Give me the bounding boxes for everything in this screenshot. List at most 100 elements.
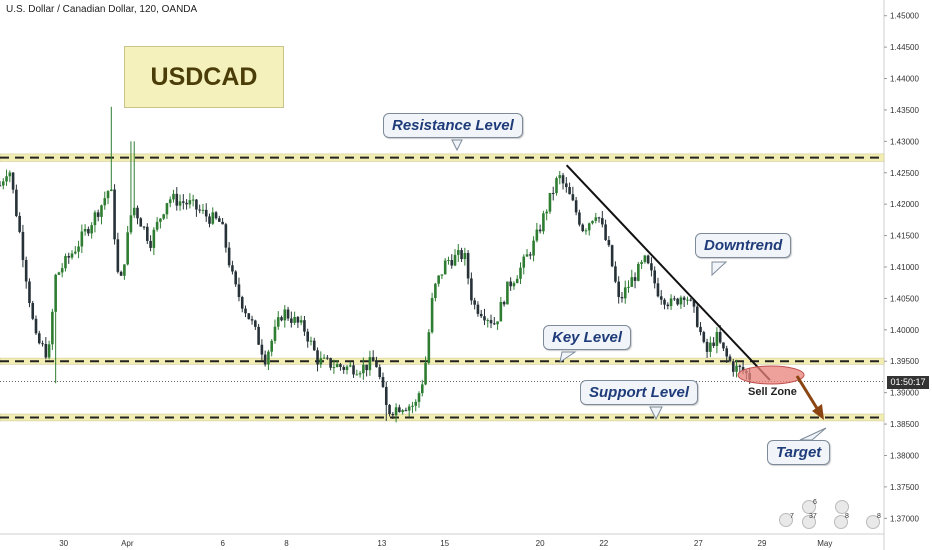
candle-body — [191, 199, 195, 201]
candle-body — [290, 318, 293, 323]
candle-body — [551, 192, 555, 194]
downtrend-callout: Downtrend — [695, 233, 792, 258]
candle-body — [218, 218, 221, 222]
candle-body — [316, 350, 319, 365]
x-tick-label: 27 — [694, 539, 703, 548]
x-tick-label: 8 — [284, 539, 289, 548]
y-tick-label: 1.38500 — [890, 420, 919, 429]
candle-body — [178, 201, 182, 206]
candle-body — [234, 271, 237, 285]
candle-body — [529, 254, 532, 256]
candle-body — [453, 254, 457, 266]
candle-body — [695, 306, 699, 327]
candle-body — [51, 311, 54, 345]
candle-body — [437, 275, 440, 284]
candle-body — [738, 365, 742, 368]
candle-body — [303, 320, 306, 332]
candle-body — [106, 191, 110, 199]
candle-body — [348, 365, 352, 367]
candle-body — [283, 309, 287, 321]
candle-body — [149, 240, 152, 248]
key-level-callout-tail — [559, 351, 577, 364]
candle-body — [587, 223, 591, 231]
candle-body — [525, 254, 529, 257]
candle-body — [538, 229, 542, 232]
candle-body — [712, 342, 715, 346]
candle-body — [542, 213, 545, 232]
candle-body — [535, 229, 539, 241]
candle-body — [244, 308, 247, 314]
candle-body — [257, 326, 260, 345]
candle-body — [28, 281, 31, 304]
candle-body — [77, 246, 80, 252]
candle-body — [640, 262, 643, 264]
candle-body — [568, 187, 571, 195]
resistance-callout-tail — [451, 139, 463, 152]
y-tick-label: 1.39000 — [890, 389, 919, 398]
candle-body — [70, 253, 74, 258]
candle-body — [447, 260, 450, 262]
candle-body — [381, 377, 385, 387]
candle-body — [450, 260, 454, 266]
candle-body — [260, 344, 264, 355]
candle-body — [375, 361, 378, 368]
candle-body — [175, 193, 179, 206]
candle-body — [73, 251, 77, 254]
candle-body — [601, 218, 604, 225]
y-tick-label: 1.38000 — [890, 451, 919, 460]
candle-body — [731, 361, 735, 372]
candle-body — [152, 229, 156, 248]
candle-body — [427, 332, 431, 363]
candle-body — [276, 317, 280, 327]
us-flag-icon[interactable] — [802, 515, 816, 529]
key-level-callout: Key Level — [543, 325, 632, 350]
candle-body — [735, 365, 738, 372]
candle-body — [715, 331, 719, 346]
target-callout: Target — [767, 440, 831, 465]
candle-body — [594, 217, 598, 221]
candle-body — [486, 320, 490, 322]
candle-body — [460, 250, 463, 260]
candle-body — [18, 215, 21, 232]
candle-body — [532, 240, 535, 256]
candle-body — [456, 250, 460, 255]
us-flag-icon[interactable] — [866, 515, 880, 529]
candle-body — [614, 266, 617, 282]
ca-flag-icon[interactable] — [835, 500, 849, 514]
candle-body — [607, 239, 611, 246]
candle-body — [247, 313, 251, 320]
candle-body — [31, 303, 35, 319]
candle-body — [129, 215, 133, 233]
candle-body — [561, 175, 565, 184]
candle-body — [741, 367, 745, 372]
ca-flag-icon[interactable] — [802, 500, 816, 514]
candle-body — [165, 203, 169, 215]
candle-body — [718, 331, 722, 343]
candle-body — [630, 277, 634, 287]
candle-body — [483, 316, 486, 321]
us-flag-icon[interactable] — [779, 513, 793, 527]
candle-body — [322, 357, 326, 359]
candle-body — [54, 274, 57, 312]
candle-body — [326, 357, 329, 359]
candle-body — [352, 365, 355, 375]
x-tick-label: 20 — [536, 539, 545, 548]
y-tick-label: 1.45000 — [890, 12, 919, 21]
symbol-title-box: USDCAD — [124, 46, 284, 108]
candle-body — [702, 332, 706, 342]
candle-body — [689, 299, 693, 301]
y-tick-label: 1.44000 — [890, 75, 919, 84]
current-price-tag: 01:50:17 — [887, 376, 929, 389]
us-flag-icon[interactable] — [834, 515, 848, 529]
candle-body — [0, 185, 2, 187]
candle-body — [414, 401, 418, 406]
candle-body — [722, 342, 725, 349]
candle-body — [240, 297, 244, 309]
candle-body — [617, 281, 620, 297]
candle-body — [267, 351, 270, 365]
candle-body — [699, 326, 702, 333]
candle-body — [15, 189, 18, 216]
candle-body — [286, 309, 290, 319]
candle-body — [37, 333, 41, 344]
